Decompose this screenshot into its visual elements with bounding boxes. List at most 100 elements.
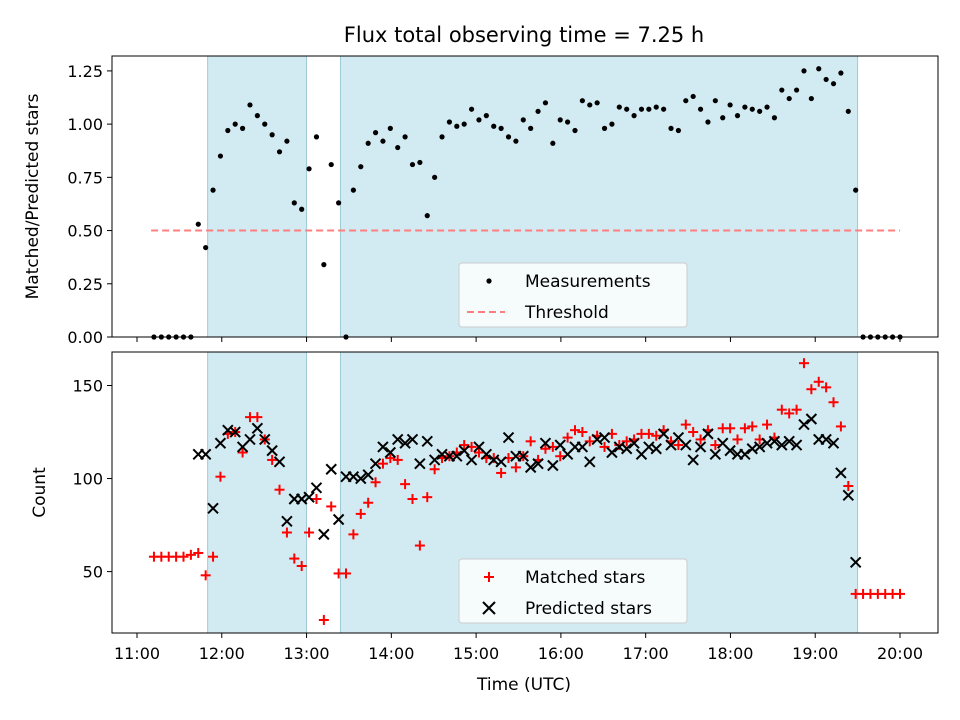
x-b (849, 556, 862, 568)
x-b (392, 433, 404, 446)
measurement-point (638, 106, 645, 112)
predicted-star-point (517, 450, 529, 462)
x-b (281, 515, 293, 528)
predicted-star-point (576, 441, 589, 453)
measurement-point (387, 125, 393, 131)
measurement-point (513, 138, 519, 144)
predicted-star-point (428, 454, 441, 466)
x-b (266, 444, 278, 457)
measurement-point (535, 108, 541, 114)
x-b (790, 439, 803, 451)
measurement-point (579, 98, 585, 104)
measurement-point (572, 127, 578, 134)
measurement-point (646, 106, 652, 112)
predicted-star-point (310, 482, 323, 494)
measurement-point (683, 98, 689, 104)
predicted-star-point (244, 433, 256, 446)
matched-star-point (835, 421, 846, 432)
x-b (547, 459, 559, 472)
predicted-star-point (820, 433, 832, 446)
matched-star-point (784, 408, 795, 419)
matched-star-point (747, 421, 758, 432)
predicted-star-point (650, 443, 662, 455)
x-b (842, 489, 855, 501)
x-tick-label: 18:00 (707, 644, 753, 663)
predicted-star-point (702, 428, 714, 440)
x-b (584, 456, 596, 468)
measurement-point (284, 138, 290, 144)
x-b (325, 463, 337, 475)
matched-star-point (341, 568, 352, 579)
x-b (768, 435, 781, 448)
x-b (414, 457, 426, 470)
x-b (680, 439, 692, 451)
predicted-star-point (842, 489, 855, 501)
x-b (259, 433, 271, 446)
matched-star-point (806, 384, 817, 395)
matched-star-point (178, 551, 189, 562)
measurement-point (380, 138, 386, 144)
matched-star-point (208, 551, 219, 562)
x-axis-label: Time (UTC) (476, 675, 571, 695)
matched-star-point (673, 440, 684, 451)
x-b (620, 443, 633, 455)
matched-star-point (798, 358, 809, 369)
x-b (473, 441, 485, 453)
measurement-point (395, 144, 401, 151)
predicted-star-point (377, 441, 389, 453)
x-b (753, 441, 766, 453)
matched-star-point (318, 614, 329, 625)
measurement-point (712, 98, 718, 104)
measurement-point (808, 95, 814, 102)
measurement-point (254, 113, 260, 119)
figure-title: Flux total observing time = 7.25 h (344, 23, 704, 47)
predicted-star-point (532, 457, 544, 470)
matched-star-point (252, 412, 263, 423)
x-b (244, 433, 256, 446)
measurement-point (350, 187, 356, 193)
matched-star-point (510, 462, 521, 473)
matched-star-point (385, 453, 396, 464)
predicted-star-point (384, 446, 397, 459)
predicted-star-point (325, 463, 337, 475)
matched-star-point (732, 434, 743, 445)
measurement-point (203, 244, 209, 251)
predicted-star-point (480, 448, 493, 461)
measurement-point (247, 102, 253, 108)
x-b (399, 437, 411, 449)
x-b (207, 502, 219, 515)
predicted-star-point (229, 426, 241, 438)
legend: Measurements Threshold (458, 262, 688, 328)
x-b (303, 491, 315, 503)
x-b (746, 443, 758, 455)
measurement-point (432, 174, 438, 180)
x-b (251, 422, 264, 435)
x-b (591, 433, 603, 446)
predicted-star-point (421, 435, 433, 448)
predicted-star-point (318, 528, 330, 541)
measurement-point (675, 127, 682, 134)
predicted-star-point (362, 469, 374, 481)
matched-star-point (459, 440, 470, 451)
x-b (805, 413, 818, 425)
y-tick-label: 1.25 (67, 62, 103, 81)
x-b (554, 439, 566, 451)
y-tick-label: 0.00 (67, 328, 103, 347)
matched-star-point (267, 454, 278, 465)
predicted-star-point (680, 439, 692, 451)
measurement-point (336, 200, 342, 206)
measurement-point (838, 70, 844, 76)
x-b (384, 446, 397, 459)
measurement-point (217, 153, 224, 159)
measurement-point (299, 206, 305, 212)
measurement-point (446, 119, 453, 125)
matched-star-point (281, 527, 292, 538)
x-b (827, 437, 840, 449)
predicted-star-point (273, 456, 286, 468)
measurement-point (239, 125, 246, 131)
matched-star-point (422, 492, 433, 503)
x-b (502, 431, 515, 444)
matched-star-point (776, 404, 787, 415)
x-b (783, 435, 795, 448)
x-b (598, 431, 611, 444)
